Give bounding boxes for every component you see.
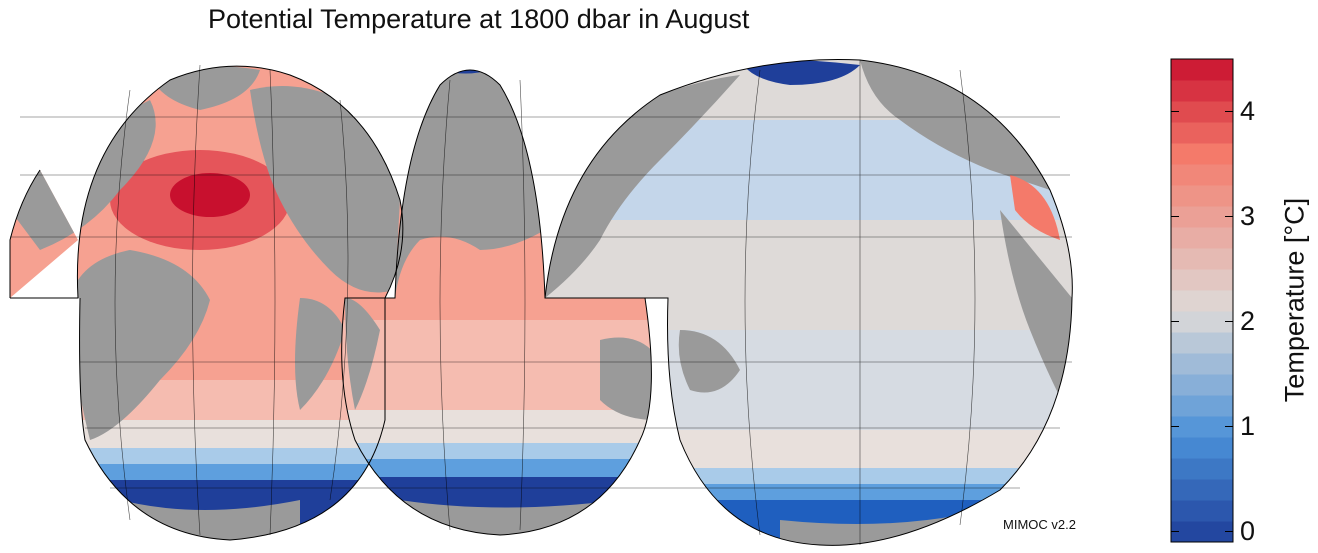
colorbar-tick-label: 3: [1240, 200, 1256, 231]
ocean-temperature-map: [9, 58, 1073, 546]
colorbar-frame: [1170, 58, 1234, 543]
colorbar-band: [1171, 311, 1233, 333]
colorbar-band: [1171, 143, 1233, 165]
colorbar-band: [1171, 521, 1233, 543]
data-source-credit: MIMOC v2.2: [1003, 517, 1076, 532]
colorbar-band: [1171, 269, 1233, 291]
colorbar-band: [1171, 185, 1233, 207]
colorbar-band: [1171, 290, 1233, 312]
colorbar-band: [1171, 458, 1233, 480]
colorbar-tick-label: 4: [1240, 95, 1256, 126]
colorbar-band: [1171, 80, 1233, 102]
colorbar-tick-label: 1: [1240, 410, 1256, 441]
colorbar-band: [1171, 500, 1233, 522]
colorbar-band: [1171, 416, 1233, 438]
colorbar-band: [1171, 248, 1233, 270]
colorbar-band: [1171, 437, 1233, 459]
colorbar-band: [1171, 101, 1233, 123]
colorbar-tick-label: 2: [1240, 305, 1256, 336]
colorbar-band: [1171, 395, 1233, 417]
colorbar-band: [1171, 332, 1233, 354]
map-title: Potential Temperature at 1800 dbar in Au…: [208, 4, 750, 34]
colorbar-band: [1171, 374, 1233, 396]
colorbar: [1170, 58, 1234, 543]
colorbar-band: [1171, 206, 1233, 228]
colorbar-band: [1171, 122, 1233, 144]
colorbar-band: [1171, 479, 1233, 501]
colorbar-band: [1171, 227, 1233, 249]
indian-lobe: [341, 70, 652, 535]
colorbar-title: Temperature [°C]: [1279, 197, 1310, 403]
pacific-lobe: [545, 59, 1073, 546]
colorbar-band: [1171, 353, 1233, 375]
colorbar-band: [1171, 164, 1233, 186]
atlantic-lobe: [10, 66, 403, 540]
colorbar-tick-label: 0: [1240, 515, 1256, 546]
colorbar-band: [1171, 59, 1233, 81]
